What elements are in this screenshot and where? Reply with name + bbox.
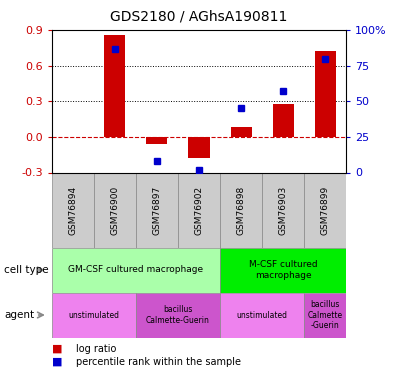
- Text: GSM76902: GSM76902: [195, 186, 203, 235]
- Text: GSM76894: GSM76894: [68, 186, 77, 235]
- Text: GSM76899: GSM76899: [321, 185, 330, 235]
- Bar: [304, 292, 346, 338]
- Bar: [230, 128, 252, 137]
- Text: unstimulated: unstimulated: [237, 310, 288, 320]
- Text: GDS2180 / AGhsA190811: GDS2180 / AGhsA190811: [110, 9, 288, 23]
- Bar: [220, 172, 262, 248]
- Text: GM-CSF cultured macrophage: GM-CSF cultured macrophage: [68, 266, 203, 274]
- Bar: [315, 51, 336, 137]
- Bar: [146, 137, 168, 144]
- Text: GSM76900: GSM76900: [110, 185, 119, 235]
- Bar: [220, 248, 346, 292]
- Text: ■: ■: [52, 344, 62, 354]
- Text: log ratio: log ratio: [76, 344, 116, 354]
- Bar: [189, 137, 209, 158]
- Text: percentile rank within the sample: percentile rank within the sample: [76, 357, 241, 367]
- Bar: [304, 172, 346, 248]
- Bar: [104, 35, 125, 137]
- Bar: [52, 292, 136, 338]
- Text: ■: ■: [52, 357, 62, 367]
- Bar: [262, 172, 304, 248]
- Text: unstimulated: unstimulated: [68, 310, 119, 320]
- Text: GSM76897: GSM76897: [152, 185, 162, 235]
- Bar: [220, 292, 304, 338]
- Text: GSM76903: GSM76903: [279, 185, 288, 235]
- Bar: [136, 292, 220, 338]
- Text: cell type: cell type: [4, 265, 49, 275]
- Text: bacillus
Calmette-Guerin: bacillus Calmette-Guerin: [146, 305, 210, 325]
- Bar: [52, 172, 94, 248]
- Text: M-CSF cultured
macrophage: M-CSF cultured macrophage: [249, 260, 318, 280]
- Bar: [273, 104, 294, 137]
- Bar: [136, 172, 178, 248]
- Text: bacillus
Calmette
-Guerin: bacillus Calmette -Guerin: [308, 300, 343, 330]
- Text: GSM76898: GSM76898: [236, 185, 246, 235]
- Bar: [52, 248, 220, 292]
- Text: agent: agent: [4, 310, 34, 320]
- Bar: [178, 172, 220, 248]
- Bar: [94, 172, 136, 248]
